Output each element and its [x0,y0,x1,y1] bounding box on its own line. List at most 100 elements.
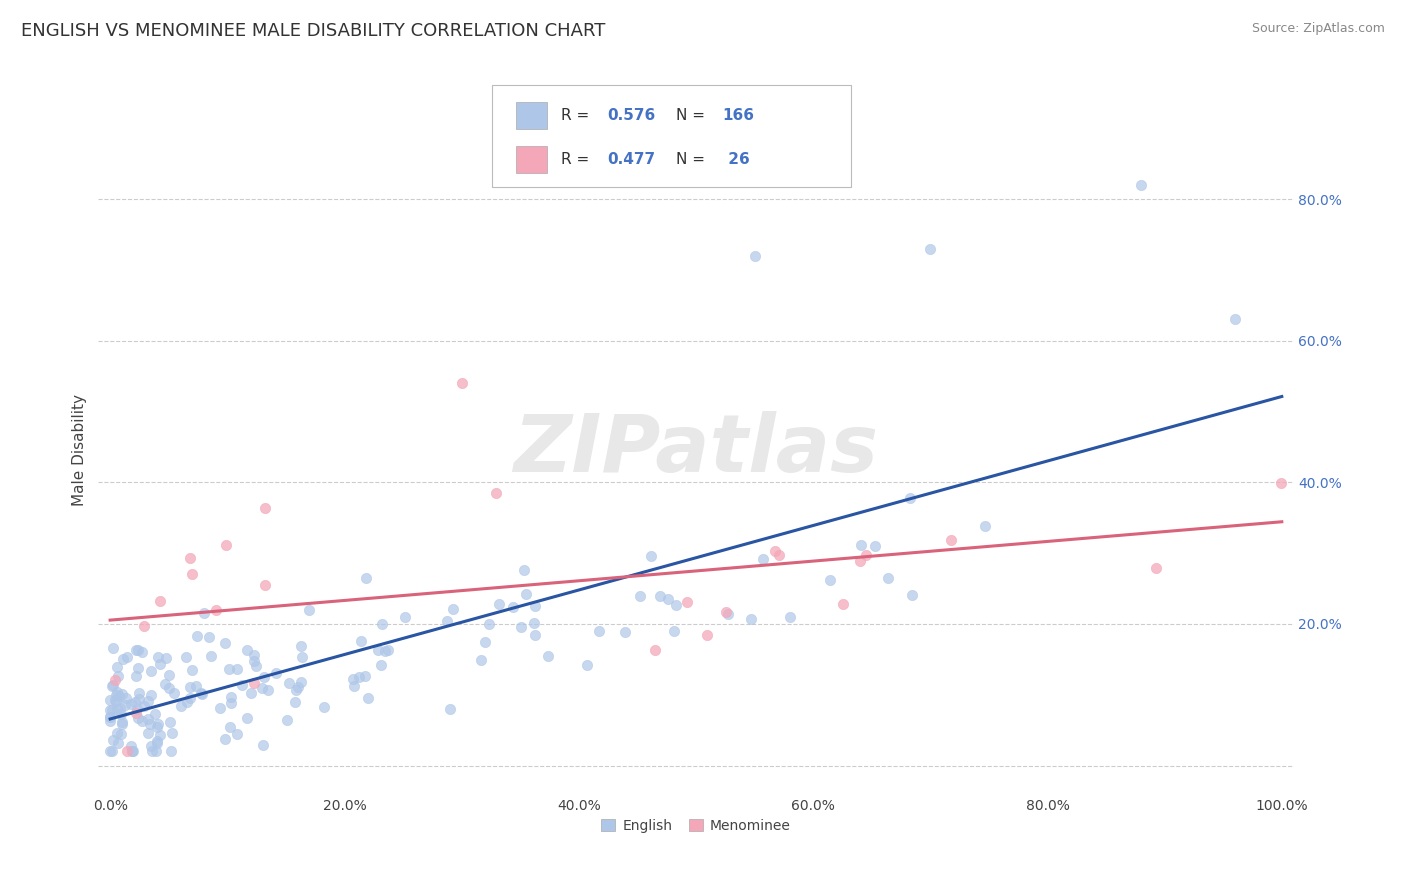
Point [103,641,125,656]
Point [114,698,136,713]
Point [100,703,122,717]
Point [436,614,458,628]
Point [253,500,276,515]
Point [179,691,201,706]
Point [314,700,336,714]
Point [374,644,396,658]
Point [136,725,159,739]
Point [218,663,240,677]
Point [157,668,180,682]
Point [740,612,762,626]
Point [225,727,247,741]
Point [768,549,790,563]
Point [170,699,193,714]
Point [146,720,169,734]
Point [524,599,547,613]
Point [146,736,169,750]
Text: R =: R = [561,108,595,123]
Point [523,616,546,631]
Point [132,619,155,633]
Point [149,594,172,608]
Point [488,597,510,611]
Point [125,642,148,657]
Point [849,554,872,568]
Point [127,643,149,657]
Point [121,744,143,758]
Point [136,694,159,708]
Text: 26: 26 [723,152,749,167]
Point [159,715,181,730]
Point [242,675,264,690]
Point [450,376,472,391]
Point [104,673,127,687]
Point [818,574,841,588]
Point [179,551,201,566]
Point [127,660,149,674]
Point [101,679,124,693]
Point [128,692,150,706]
Point [98,710,121,724]
Point [665,599,688,613]
Point [139,664,162,678]
Point [115,744,138,758]
Point [513,563,536,577]
Point [278,676,301,690]
Point [111,714,134,729]
Point [163,686,186,700]
Point [662,624,685,638]
Point [98,709,121,723]
Point [744,249,766,263]
Point [219,696,242,710]
Point [121,744,143,758]
Point [146,717,169,731]
Point [139,716,162,731]
Point [900,491,922,506]
Point [149,657,172,672]
Point [287,680,309,694]
Point [125,669,148,683]
Point [675,595,697,609]
Point [523,628,546,642]
Point [193,606,215,620]
Point [104,688,127,702]
Point [219,720,242,734]
Point [243,655,266,669]
Point [160,725,183,739]
Point [779,610,801,624]
Point [221,690,243,705]
Point [367,643,389,657]
Point [276,713,298,727]
Point [863,539,886,553]
Point [285,682,308,697]
Point [342,672,364,686]
Point [105,660,128,674]
Point [231,678,253,692]
Point [1223,312,1246,326]
Point [235,642,257,657]
Point [132,699,155,714]
Point [394,609,416,624]
Point [136,712,159,726]
Point [131,645,153,659]
Text: ENGLISH VS MENOMINEE MALE DISABILITY CORRELATION CHART: ENGLISH VS MENOMINEE MALE DISABILITY COR… [21,22,606,40]
Y-axis label: Male Disability: Male Disability [72,394,87,507]
Point [751,552,773,566]
Point [347,670,370,684]
Text: R =: R = [561,152,595,167]
Point [640,549,662,564]
Point [377,642,399,657]
Point [110,717,132,731]
Point [257,682,280,697]
Point [214,636,236,650]
Point [160,744,183,758]
Text: Source: ZipAtlas.com: Source: ZipAtlas.com [1251,22,1385,36]
Text: 0.477: 0.477 [607,152,655,167]
Point [125,706,148,721]
Point [291,649,314,664]
Point [1144,561,1167,575]
Point [204,603,226,617]
Point [236,711,259,725]
Point [515,587,537,601]
Point [111,652,134,666]
Point [851,538,873,552]
